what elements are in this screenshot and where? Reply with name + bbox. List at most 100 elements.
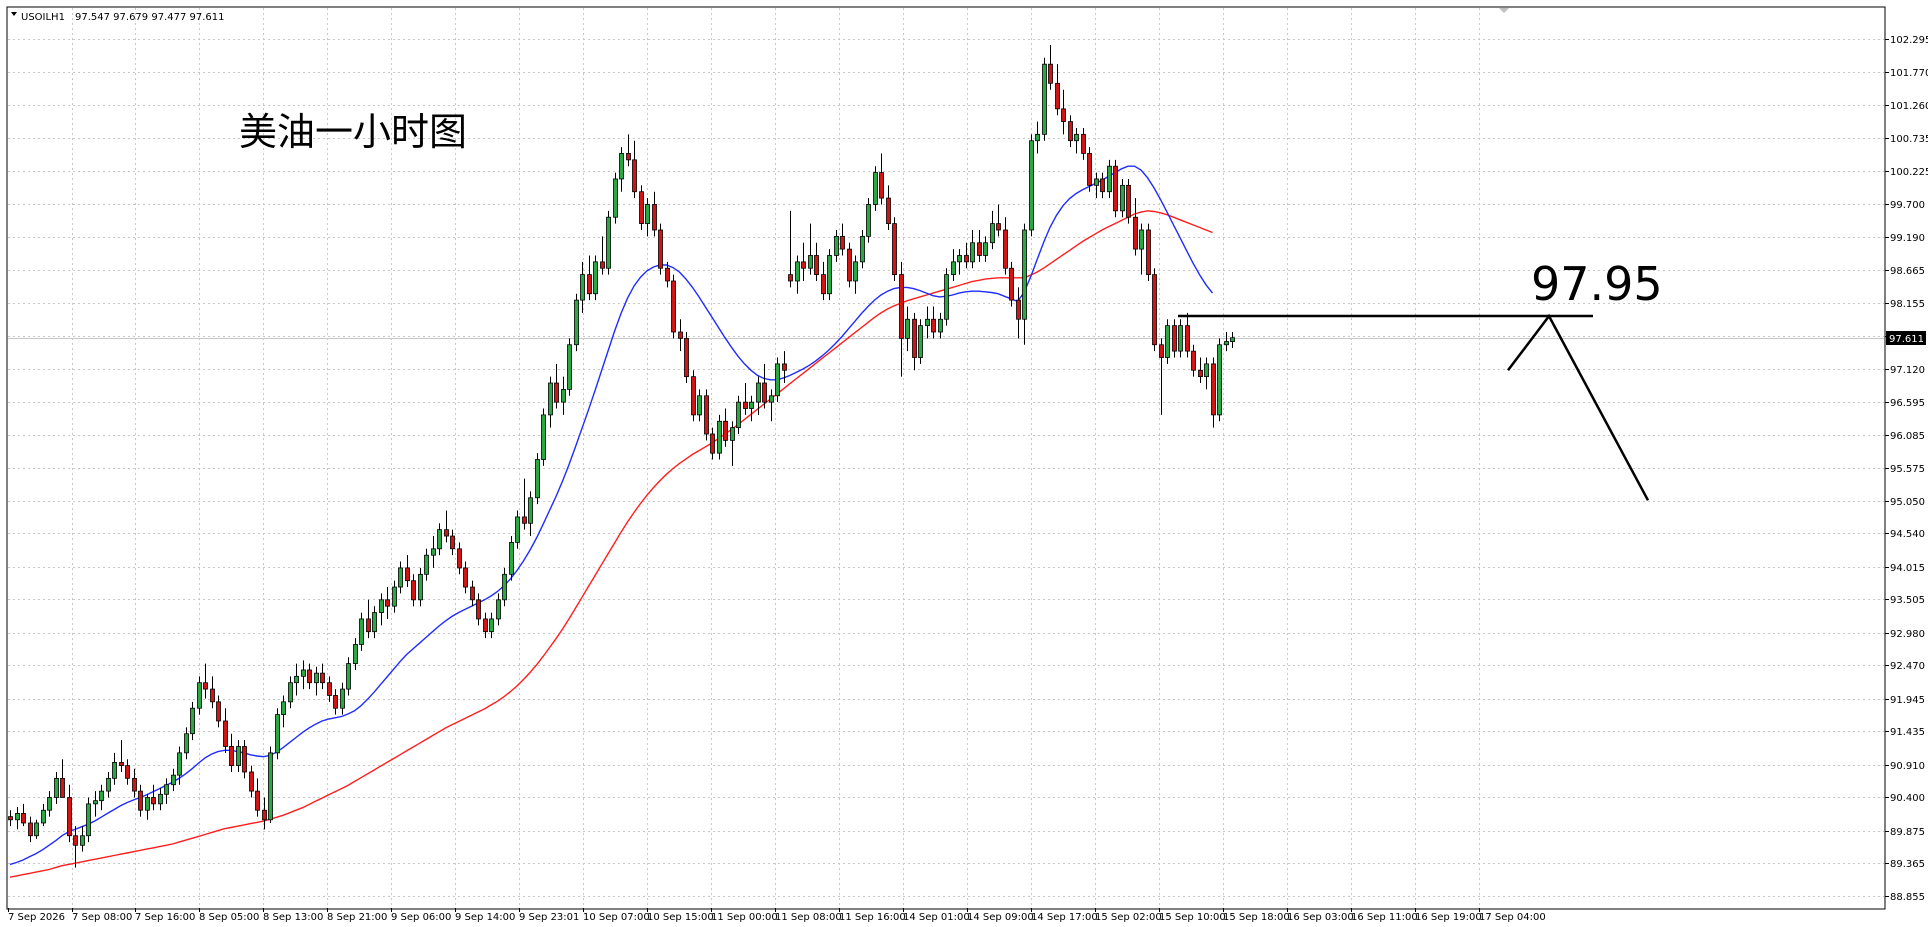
candle-body	[645, 204, 650, 224]
candle-body	[1100, 178, 1105, 193]
bull-candle	[1022, 223, 1027, 345]
bull-candle	[1120, 178, 1125, 218]
candle-body	[483, 618, 488, 633]
bull-candle	[268, 746, 273, 823]
price-axis[interactable]: 102.295 101.770 101.260 100.735 100.225 99.70…	[1885, 35, 1928, 903]
bear-candle	[1016, 287, 1021, 339]
candle-body	[457, 548, 462, 569]
x-tick-label: 10 Sep 15:00	[647, 912, 714, 923]
bear-candle	[1146, 223, 1151, 281]
x-tick-label: 15 Sep 02:00	[1095, 912, 1162, 923]
candle-body	[1204, 363, 1209, 378]
symbol-header[interactable]: USOILH1 97.547 97.679 97.477 97.611	[11, 12, 225, 23]
candle-body	[996, 223, 1001, 231]
time-axis[interactable]: 7 Sep 2026 7 Sep 08:00 7 Sep 16:00 8 Sep 05…	[8, 908, 1546, 923]
shift-marker-icon[interactable]	[1499, 8, 1509, 13]
candle-body	[333, 695, 338, 709]
bear-candle	[723, 408, 728, 447]
candle-body	[1146, 229, 1151, 276]
bull-candle	[736, 395, 741, 435]
bull-candle	[1029, 134, 1034, 237]
bull-candle	[905, 306, 910, 352]
bull-candle	[106, 771, 111, 798]
candle-body	[509, 542, 514, 575]
chart-title: 美油一小时图	[239, 110, 467, 154]
dropdown-triangle-icon[interactable]	[11, 12, 17, 16]
bull-candle	[866, 198, 871, 243]
x-tick-label: 14 Sep 09:00	[967, 912, 1034, 923]
candle-body	[743, 401, 748, 409]
current-price-label: 97.611	[1889, 334, 1924, 345]
candle-body	[567, 344, 572, 390]
bull-candle	[697, 389, 702, 422]
y-tick-label: 92.470	[1890, 661, 1925, 672]
y-tick-label: 92.980	[1890, 629, 1925, 640]
candle-body	[1068, 121, 1073, 142]
candle-body	[411, 580, 416, 601]
candle-body	[288, 682, 293, 703]
candle-body	[1172, 325, 1177, 352]
candle-body	[613, 178, 618, 218]
candle-body	[34, 822, 39, 837]
candle-body	[28, 822, 33, 837]
candle-body	[853, 261, 858, 282]
bear-candle	[28, 816, 33, 843]
y-tick-label: 96.085	[1890, 431, 1925, 442]
candle-body	[268, 752, 273, 821]
candle-body	[340, 688, 345, 709]
bull-candle	[346, 657, 351, 696]
bear-candle	[385, 587, 390, 619]
y-tick-label: 90.910	[1890, 761, 1925, 772]
bull-candle	[528, 491, 533, 537]
candle-body	[229, 746, 234, 767]
y-tick-label: 96.595	[1890, 398, 1925, 409]
bear-candle	[476, 593, 481, 626]
y-tick-label: 94.540	[1890, 529, 1925, 540]
bear-candle	[977, 229, 982, 262]
bull-candle	[580, 261, 585, 313]
candle-body	[223, 720, 228, 747]
candle-body	[8, 816, 13, 821]
y-tick-label: 91.945	[1890, 695, 1925, 706]
bull-candle	[418, 567, 423, 607]
bear-candle	[327, 676, 332, 702]
candle-body	[879, 172, 884, 199]
candle-body	[47, 797, 52, 811]
bull-candle	[288, 676, 293, 709]
candle-body	[294, 675, 299, 684]
candle-body	[184, 733, 189, 754]
y-tick-label: 94.015	[1890, 563, 1925, 574]
candle-body	[782, 363, 787, 371]
bear-candle	[216, 695, 221, 728]
bear-candle	[223, 708, 228, 753]
bull-candle	[990, 210, 995, 250]
bear-candle	[814, 242, 819, 281]
projection-path	[1507, 313, 1650, 501]
bear-candle	[587, 255, 592, 301]
candle-body	[736, 401, 741, 429]
bull-candle	[561, 376, 566, 415]
y-tick-label: 95.575	[1890, 464, 1925, 475]
bear-candle	[886, 185, 891, 230]
candle-body	[93, 800, 98, 805]
bear-candle	[704, 389, 709, 441]
bear-candle	[8, 810, 13, 827]
bull-candle	[918, 319, 923, 364]
candle-body	[359, 618, 364, 645]
candle-body	[262, 809, 267, 821]
candle-body	[112, 762, 117, 779]
candle-body	[990, 223, 995, 244]
bear-candle	[1009, 261, 1014, 307]
candle-body	[372, 612, 377, 633]
candle-body	[710, 433, 715, 454]
y-tick-label: 95.050	[1890, 497, 1925, 508]
bear-candle	[639, 185, 644, 230]
candle-body	[957, 255, 962, 263]
candle-body	[424, 554, 429, 575]
bull-candle	[437, 523, 442, 556]
candle-body	[431, 548, 436, 556]
candle-body	[528, 497, 533, 524]
bear-candle	[333, 689, 338, 715]
